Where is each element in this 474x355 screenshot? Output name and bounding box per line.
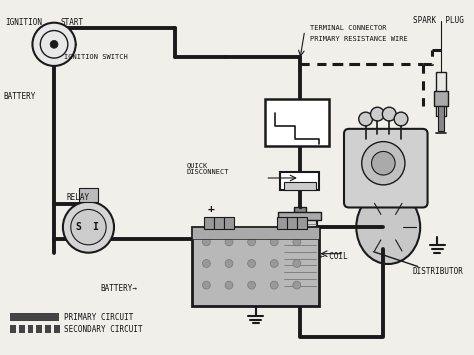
Bar <box>224 217 234 229</box>
Circle shape <box>270 238 278 246</box>
Bar <box>204 217 214 229</box>
Bar <box>45 326 51 333</box>
Circle shape <box>371 107 384 121</box>
Bar <box>10 326 16 333</box>
Text: TERMINAL CONNECTOR: TERMINAL CONNECTOR <box>310 24 386 31</box>
Text: IGNITION SWITCH: IGNITION SWITCH <box>64 54 128 60</box>
Text: I: I <box>92 222 98 232</box>
Circle shape <box>248 238 255 246</box>
Bar <box>287 217 297 229</box>
Text: RELAY: RELAY <box>67 193 90 202</box>
Bar <box>284 182 316 190</box>
Bar <box>265 99 329 146</box>
Bar <box>27 326 34 333</box>
Text: BATTERY: BATTERY <box>3 92 36 101</box>
Text: PRIMARY RESISTANCE WIRE: PRIMARY RESISTANCE WIRE <box>310 37 407 42</box>
Circle shape <box>293 260 301 267</box>
Circle shape <box>225 238 233 246</box>
Bar <box>79 188 98 202</box>
Text: START: START <box>61 18 84 27</box>
Circle shape <box>248 260 255 267</box>
Circle shape <box>270 281 278 289</box>
Bar <box>18 326 25 333</box>
Circle shape <box>50 40 58 48</box>
Bar <box>277 217 287 229</box>
Circle shape <box>71 209 106 245</box>
Circle shape <box>202 238 210 246</box>
Text: BATTERY→: BATTERY→ <box>100 284 137 293</box>
Bar <box>214 217 224 229</box>
Circle shape <box>32 23 76 66</box>
Text: DISTRIBUTOR: DISTRIBUTOR <box>413 267 464 276</box>
Text: QUICK
DISCONNECT: QUICK DISCONNECT <box>187 162 229 175</box>
Circle shape <box>270 260 278 267</box>
Text: -: - <box>297 205 302 214</box>
Bar <box>191 227 319 239</box>
Text: S: S <box>76 222 82 232</box>
Bar <box>36 326 42 333</box>
Circle shape <box>225 260 233 267</box>
Bar <box>280 172 319 190</box>
Text: SPARK  PLUG: SPARK PLUG <box>413 16 464 25</box>
Circle shape <box>248 281 255 289</box>
Circle shape <box>362 142 405 185</box>
Bar <box>437 72 446 116</box>
FancyBboxPatch shape <box>344 129 428 207</box>
Bar <box>10 313 59 322</box>
Bar <box>438 106 444 131</box>
Bar <box>191 227 319 306</box>
Circle shape <box>202 260 210 267</box>
Bar <box>297 217 307 229</box>
Bar <box>294 207 306 217</box>
Circle shape <box>359 112 373 126</box>
Text: IGNITION: IGNITION <box>5 18 42 27</box>
Circle shape <box>225 281 233 289</box>
Circle shape <box>293 238 301 246</box>
Text: ← COIL: ← COIL <box>320 252 348 261</box>
Ellipse shape <box>356 190 420 264</box>
Bar <box>54 326 60 333</box>
Circle shape <box>63 202 114 253</box>
Circle shape <box>383 107 396 121</box>
Text: +: + <box>208 204 215 214</box>
Circle shape <box>202 281 210 289</box>
Circle shape <box>394 112 408 126</box>
Circle shape <box>372 152 395 175</box>
Bar <box>435 92 448 106</box>
Bar <box>278 212 321 220</box>
Text: SECONDARY CIRCUIT: SECONDARY CIRCUIT <box>64 325 143 334</box>
Bar <box>282 214 318 303</box>
Circle shape <box>293 281 301 289</box>
Text: PRIMARY CIRCUIT: PRIMARY CIRCUIT <box>64 313 133 322</box>
